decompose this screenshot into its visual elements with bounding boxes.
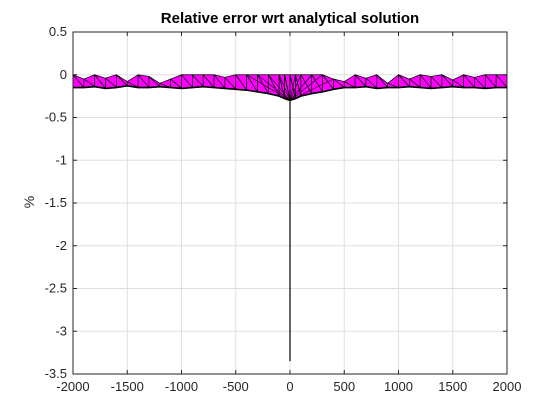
x-tick-label: -500 [223, 379, 249, 394]
x-tick-label: 2000 [493, 379, 522, 394]
center-fan-edge [284, 74, 291, 101]
y-tick-label: 0 [60, 67, 67, 82]
y-tick-label: -1.5 [45, 195, 67, 210]
y-tick-label: -3.5 [45, 366, 67, 381]
x-tick-label: 500 [333, 379, 355, 394]
chart-title: Relative error wrt analytical solution [161, 10, 419, 27]
y-tick-label: -0.5 [45, 110, 67, 125]
x-tick-label: -2000 [56, 379, 89, 394]
x-tick-label: 1500 [438, 379, 467, 394]
y-tick-label: 0.5 [49, 24, 67, 39]
center-fan-edge [289, 74, 302, 101]
center-fan-edge [246, 74, 291, 101]
center-fan-edge [289, 74, 296, 101]
y-axis-label: % [21, 196, 37, 208]
tick-labels: -2000 -1500 -1000 -500 0 500 1000 1500 2000 0.5 0 -… [45, 24, 522, 394]
center-fan-edge [289, 78, 334, 101]
x-tick-label: -1000 [165, 379, 198, 394]
center-fan-edge [268, 74, 291, 101]
plot-data [72, 74, 508, 362]
x-tick-label: -1500 [111, 379, 144, 394]
y-tick-label: -2 [55, 238, 67, 253]
y-tick-label: -1 [55, 152, 67, 167]
y-tick-label: -3 [55, 323, 67, 338]
x-tick-label: 0 [286, 379, 293, 394]
center-fan-edge [257, 74, 291, 101]
y-tick-label: -2.5 [45, 281, 67, 296]
tick-marks [72, 31, 508, 375]
x-tick-label: 1000 [384, 379, 413, 394]
center-fan-edge [289, 74, 312, 101]
center-fan-edge [289, 74, 323, 101]
center-fan-edge [278, 74, 291, 101]
